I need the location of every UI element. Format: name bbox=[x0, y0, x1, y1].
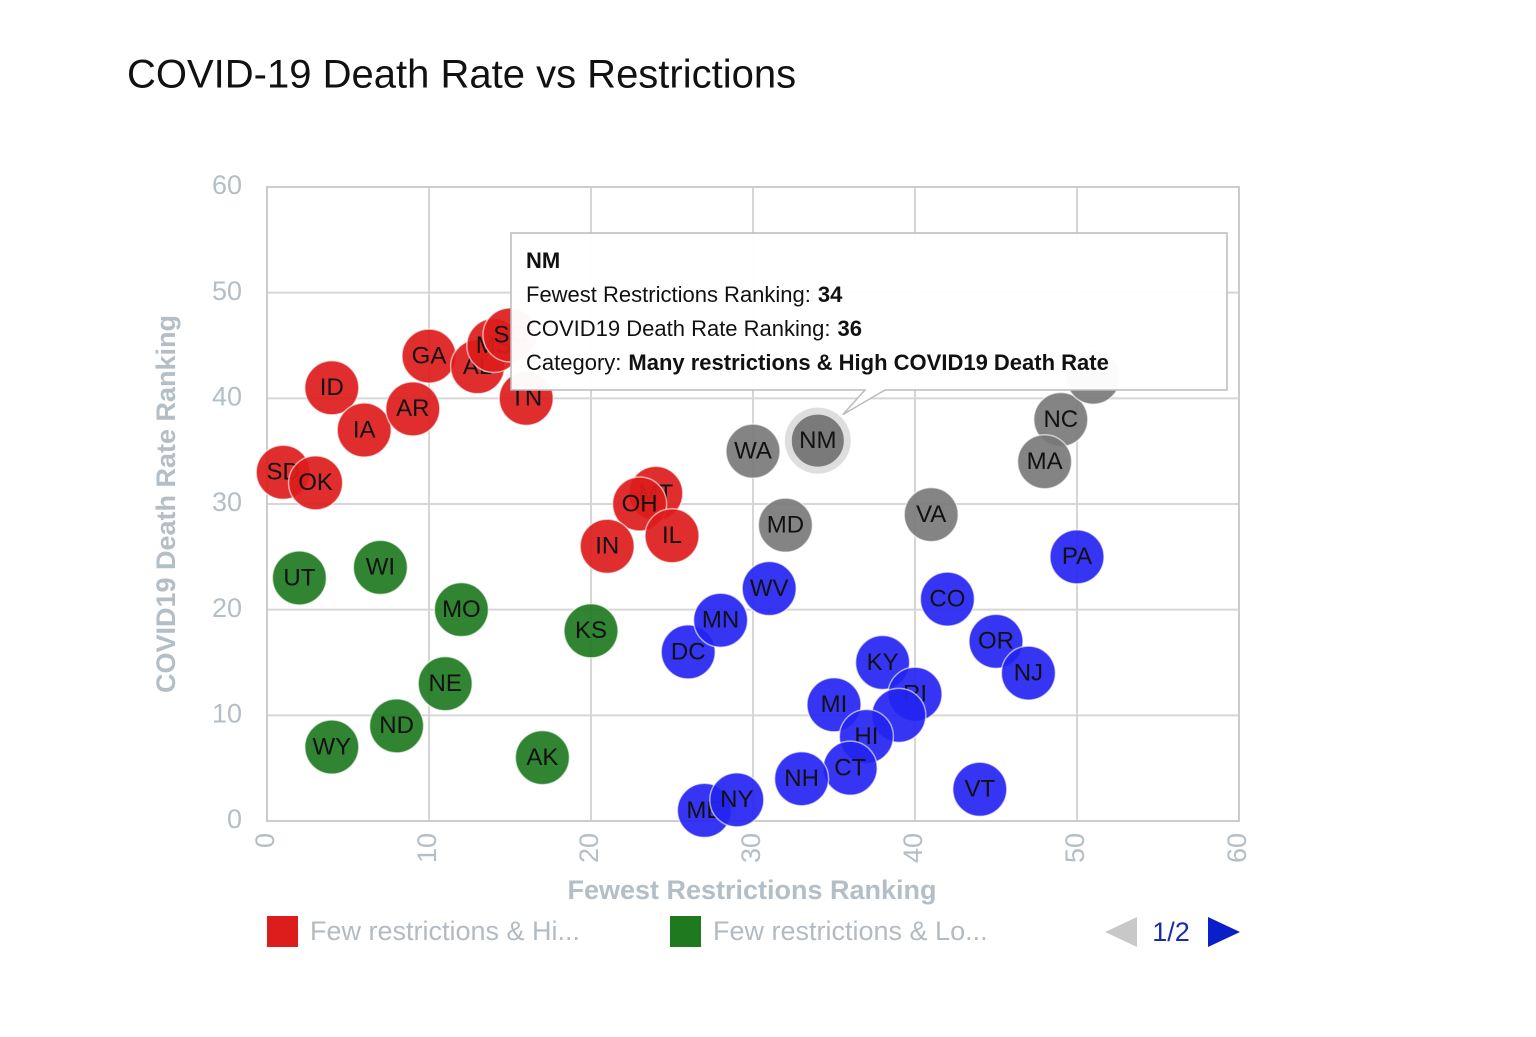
bubble-label: KY bbox=[867, 649, 899, 676]
legend-swatch[interactable] bbox=[267, 916, 298, 947]
bubble-label: MA bbox=[1027, 448, 1063, 475]
bubble-label: CO bbox=[929, 585, 965, 612]
bubble[interactable] bbox=[304, 719, 360, 775]
bubble-label: NJ bbox=[1014, 659, 1043, 686]
y-tick-label: 0 bbox=[227, 804, 242, 834]
bubble-label: WA bbox=[734, 438, 772, 465]
bubble[interactable] bbox=[741, 560, 797, 617]
chart-title: COVID-19 Death Rate vs Restrictions bbox=[127, 53, 796, 97]
bubble-label: WV bbox=[750, 575, 789, 602]
bubble-label: IN bbox=[595, 533, 619, 560]
legend-page: 1/2 bbox=[1152, 917, 1190, 947]
legend-label[interactable]: Few restrictions & Hi... bbox=[310, 916, 580, 946]
bubble-label: GA bbox=[412, 342, 447, 369]
bubble[interactable] bbox=[1016, 433, 1073, 490]
bubble-label: DC bbox=[671, 638, 706, 665]
x-tick-label: 50 bbox=[1060, 833, 1090, 863]
x-tick-label: 10 bbox=[412, 833, 442, 863]
bubble-label: ID bbox=[320, 374, 344, 401]
bubble[interactable] bbox=[903, 486, 959, 543]
bubble[interactable] bbox=[773, 750, 830, 807]
tooltip-label: Category: bbox=[526, 350, 621, 375]
bubble-label: IA bbox=[353, 416, 376, 443]
bubble-label: VA bbox=[916, 501, 946, 528]
tooltip-box bbox=[510, 232, 1228, 416]
bubble[interactable] bbox=[709, 772, 765, 828]
x-tick-label: 40 bbox=[898, 833, 928, 863]
bubble[interactable] bbox=[725, 423, 781, 479]
x-tick-label: 20 bbox=[574, 833, 604, 863]
legend-label[interactable]: Few restrictions & Lo... bbox=[713, 916, 988, 946]
tooltip-label: COVID19 Death Rate Ranking: bbox=[526, 316, 831, 341]
tooltip-value: 36 bbox=[838, 316, 862, 341]
bubble-label: NC bbox=[1043, 406, 1078, 433]
bubble-label: MD bbox=[767, 511, 804, 538]
x-tick-label: 30 bbox=[736, 833, 766, 863]
tooltip-value: Many restrictions & High COVID19 Death R… bbox=[628, 350, 1108, 375]
y-tick-label: 10 bbox=[212, 698, 242, 728]
bubble[interactable] bbox=[304, 360, 360, 416]
tooltip-label: Fewest Restrictions Ranking: bbox=[526, 282, 811, 307]
bubble[interactable] bbox=[385, 381, 441, 437]
bubble[interactable] bbox=[368, 698, 425, 754]
bubble[interactable] bbox=[514, 729, 571, 786]
legend-swatch[interactable] bbox=[670, 916, 701, 947]
bubble[interactable] bbox=[352, 539, 409, 596]
bubble[interactable] bbox=[952, 761, 1008, 818]
bubble-label: UT bbox=[283, 564, 315, 591]
bubble-label: CT bbox=[834, 755, 866, 782]
bubble[interactable] bbox=[757, 497, 814, 553]
legend-prev[interactable] bbox=[1105, 917, 1137, 947]
tooltip-row: Fewest Restrictions Ranking: 34 bbox=[526, 282, 843, 307]
y-tick-label: 50 bbox=[212, 276, 242, 306]
y-tick-label: 30 bbox=[212, 487, 242, 517]
x-axis-title: Fewest Restrictions Ranking bbox=[567, 875, 936, 905]
tooltip-row: Category: Many restrictions & High COVID1… bbox=[526, 350, 1109, 375]
bubble[interactable] bbox=[919, 571, 976, 627]
bubble-label: KS bbox=[575, 617, 607, 644]
bubble[interactable] bbox=[271, 550, 328, 606]
bubble-label: NM bbox=[799, 427, 836, 454]
bubble-label: AR bbox=[396, 395, 429, 422]
tooltip-row: COVID19 Death Rate Ranking: 36 bbox=[526, 316, 862, 341]
bubble[interactable] bbox=[789, 412, 846, 469]
bubble-label: MN bbox=[702, 607, 739, 634]
tooltip-value: 34 bbox=[818, 282, 843, 307]
bubble-label: MO bbox=[442, 596, 481, 623]
bubble[interactable] bbox=[287, 455, 344, 511]
x-tick-label: 60 bbox=[1222, 833, 1252, 863]
bubble-label: ND bbox=[379, 712, 414, 739]
legend-next[interactable] bbox=[1208, 917, 1240, 947]
y-tick-label: 20 bbox=[212, 593, 242, 623]
bubble-label: MI bbox=[821, 691, 848, 718]
bubble[interactable] bbox=[1049, 529, 1105, 585]
bubble-label: NY bbox=[720, 786, 753, 813]
y-axis-title: COVID19 Death Rate Ranking bbox=[151, 315, 181, 693]
tooltip: NM Fewest Restrictions Ranking: 34 COVID19 … bbox=[510, 232, 1228, 416]
y-tick-label: 60 bbox=[212, 170, 242, 200]
y-tick-label: 40 bbox=[212, 381, 242, 411]
bubble[interactable] bbox=[433, 581, 490, 638]
bubble-label: NE bbox=[429, 670, 462, 697]
bubble[interactable] bbox=[563, 603, 619, 659]
x-tick-label: 0 bbox=[250, 833, 280, 848]
bubble-label: IL bbox=[662, 522, 682, 549]
bubble[interactable] bbox=[417, 655, 473, 712]
bubble-label: WI bbox=[366, 554, 395, 581]
bubble-label: OH bbox=[622, 490, 658, 517]
bubble[interactable] bbox=[1000, 645, 1057, 701]
bubble[interactable] bbox=[692, 592, 749, 648]
bubble-label: OR bbox=[978, 628, 1014, 655]
bubble-label: PA bbox=[1062, 543, 1092, 570]
bubble-label: WY bbox=[312, 733, 351, 760]
bubble[interactable] bbox=[644, 507, 700, 564]
bubble[interactable] bbox=[336, 402, 392, 458]
bubble-label: VT bbox=[964, 776, 995, 803]
bubble-label: OK bbox=[298, 469, 333, 496]
bubble-label: NH bbox=[784, 765, 819, 792]
bubble[interactable] bbox=[579, 518, 635, 575]
tooltip-title: NM bbox=[526, 248, 560, 273]
bubble-label: AK bbox=[526, 744, 558, 771]
